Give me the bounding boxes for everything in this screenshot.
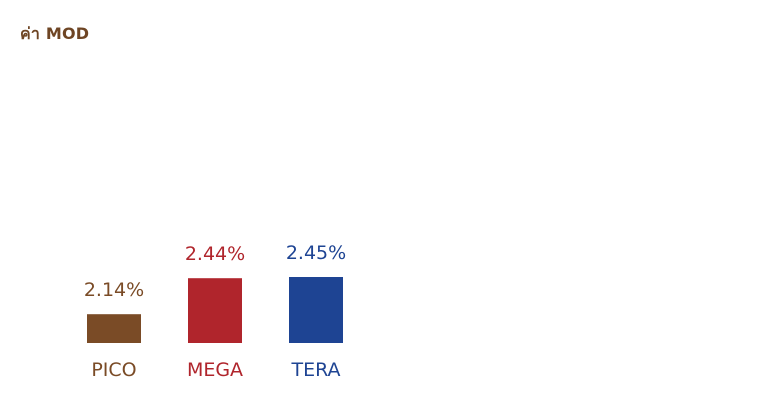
bar-pico — [87, 314, 141, 343]
chart-title: ค่า MOD — [20, 24, 90, 43]
value-label-pico: 2.14% — [84, 279, 144, 301]
bar-mega — [188, 278, 242, 343]
value-label-mega: 2.44% — [185, 243, 245, 265]
category-label-pico: PICO — [91, 359, 136, 381]
bar-tera — [289, 277, 343, 343]
category-label-mega: MEGA — [187, 359, 243, 381]
value-label-tera: 2.45% — [286, 242, 346, 264]
category-label-tera: TERA — [290, 359, 340, 381]
